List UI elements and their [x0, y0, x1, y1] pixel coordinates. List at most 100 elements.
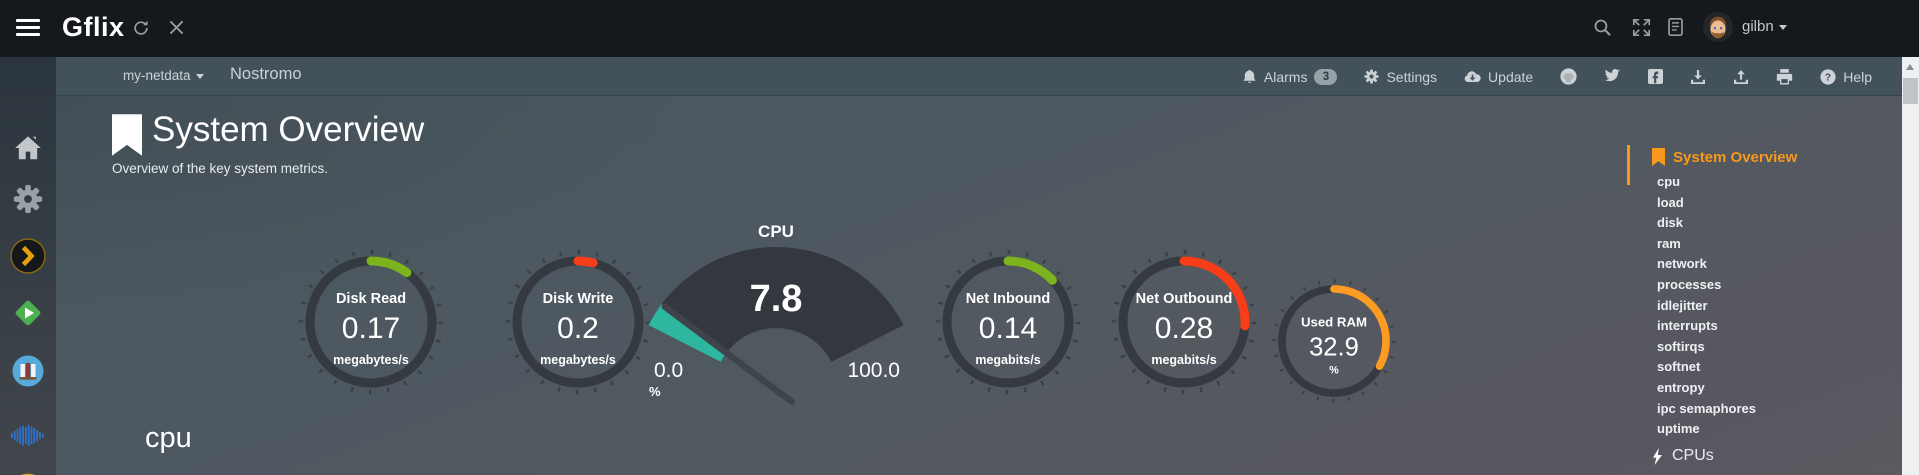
brand-logo: Gflix — [62, 12, 125, 42]
gauge-value: 7.8 — [750, 278, 803, 320]
github-link[interactable] — [1560, 68, 1577, 85]
sidebar-item-home[interactable] — [10, 130, 46, 166]
toc-active-bookmark-icon[interactable] — [1652, 148, 1665, 171]
scrollbar-thumb[interactable] — [1903, 78, 1918, 104]
download-icon — [1691, 69, 1706, 84]
gauge-ticks — [935, 249, 1081, 395]
user-menu[interactable]: gilbn — [1742, 18, 1787, 35]
gauge-disk-read[interactable]: Disk Read 0.17 megabytes/s — [296, 247, 446, 397]
page-title: System Overview — [152, 110, 425, 149]
sidebar-item-plex[interactable] — [10, 238, 46, 274]
toc-item[interactable]: disk — [1657, 215, 1684, 231]
topbar: Gflix — [0, 0, 1919, 57]
facebook-icon — [1648, 69, 1664, 84]
page-subtitle: Overview of the key system metrics. — [112, 161, 329, 176]
app-sidebar — [0, 57, 56, 475]
help-button[interactable]: ? Help — [1820, 69, 1872, 85]
user-avatar[interactable] — [1703, 12, 1733, 47]
gauge-value: 0.14 — [979, 312, 1037, 345]
books-icon — [12, 355, 44, 387]
gauge-net-outbound[interactable]: Net Outbound 0.28 megabits/s — [1109, 247, 1259, 397]
toc-item[interactable]: interrupts — [1657, 318, 1718, 334]
toc-item[interactable]: processes — [1657, 276, 1722, 292]
toc-item[interactable]: ipc semaphores — [1657, 400, 1756, 416]
toc-item[interactable]: idlejitter — [1657, 297, 1708, 313]
settings-button[interactable]: Settings — [1364, 69, 1437, 85]
settings-label: Settings — [1386, 68, 1438, 85]
toc-item[interactable]: network — [1657, 256, 1707, 272]
sidebar-item-library[interactable] — [10, 353, 46, 389]
toc-item[interactable]: softnet — [1657, 359, 1701, 375]
scrollbar-up-button[interactable] — [1906, 64, 1914, 70]
bolt-icon — [1653, 447, 1662, 465]
help-label: Help — [1843, 68, 1872, 85]
gauge-value: 0.28 — [1155, 312, 1213, 345]
toc-item[interactable]: cpu — [1657, 174, 1681, 189]
gauge-units: megabits/s — [975, 353, 1040, 367]
toc-item[interactable]: load — [1657, 194, 1684, 210]
gauge-arc — [1118, 256, 1250, 388]
host-caret-icon — [195, 73, 204, 79]
title-bookmark-icon — [112, 114, 142, 161]
toc-item[interactable]: ram — [1657, 235, 1681, 251]
gauge-arc — [942, 256, 1074, 388]
emby-icon — [15, 300, 41, 326]
sidebar-item-soundwave[interactable] — [10, 417, 46, 453]
changelog-button[interactable] — [1666, 17, 1685, 42]
search-icon — [1594, 19, 1611, 36]
toc-item[interactable]: entropy — [1657, 379, 1705, 395]
gauge-cpu[interactable]: 7.8 0.0 100.0 % — [633, 240, 919, 475]
update-label: Update — [1488, 68, 1534, 85]
alarms-button[interactable]: Alarms 3 — [1242, 68, 1338, 85]
gauge-value-arc — [633, 247, 919, 475]
gauge-label: Disk Read — [336, 291, 406, 307]
fullscreen-button[interactable] — [1632, 18, 1651, 42]
download-button[interactable] — [1690, 69, 1706, 85]
twitter-link[interactable] — [1604, 69, 1621, 84]
gauge-value: 0.2 — [557, 312, 599, 345]
refresh-icon — [134, 20, 148, 35]
gauge-used-ram[interactable]: Used RAM 32.9 % — [1270, 277, 1398, 405]
gauge-max: 100.0 — [847, 359, 900, 382]
username-label: gilbn — [1742, 18, 1774, 35]
printer-icon — [1777, 68, 1793, 84]
search-button[interactable] — [1593, 18, 1612, 42]
gauge-value: 0.17 — [342, 312, 400, 345]
expand-icon — [1632, 18, 1651, 37]
gear-icon — [13, 184, 43, 214]
toc-item[interactable]: softirqs — [1657, 338, 1705, 354]
cpu-gauge-title: CPU — [758, 222, 794, 241]
host-dropdown[interactable]: my-netdata — [123, 68, 204, 83]
scrollbar[interactable] — [1902, 57, 1919, 475]
plex-icon — [10, 238, 46, 274]
settings-gear-icon — [1364, 69, 1379, 84]
upload-button[interactable] — [1733, 69, 1749, 85]
soundwave-icon — [11, 425, 44, 446]
update-button[interactable]: Update — [1464, 69, 1533, 85]
facebook-link[interactable] — [1648, 69, 1664, 84]
gauge-disk-write[interactable]: Disk Write 0.2 megabytes/s — [503, 247, 653, 397]
changelog-icon — [1668, 17, 1683, 37]
toc-active-item[interactable]: System Overview — [1673, 149, 1798, 166]
host-dropdown-label: my-netdata — [123, 68, 191, 83]
section-heading-cpu: cpu — [145, 422, 192, 454]
gauge-label: Used RAM — [1301, 314, 1367, 329]
gauge-units: megabits/s — [1151, 353, 1216, 367]
gauge-net-inbound[interactable]: Net Inbound 0.14 megabits/s — [933, 247, 1083, 397]
print-button[interactable] — [1776, 68, 1793, 85]
gauge-min: 0.0 — [654, 359, 683, 382]
close-button[interactable] — [168, 19, 185, 41]
gauge-arc — [512, 256, 644, 388]
sidebar-item-emby[interactable] — [10, 295, 46, 331]
toc-section-label: CPUs — [1672, 447, 1714, 464]
sidebar-item-settings[interactable] — [10, 181, 46, 217]
gauge-arc — [305, 256, 437, 388]
hamburger-menu-button[interactable] — [16, 19, 40, 36]
gauge-ticks — [505, 249, 651, 395]
github-icon — [1560, 68, 1577, 85]
toc-section-cpus[interactable]: CPUs — [1652, 447, 1714, 465]
svg-text:?: ? — [1825, 71, 1831, 83]
toc-item[interactable]: uptime — [1657, 421, 1700, 437]
refresh-button[interactable] — [132, 19, 150, 42]
